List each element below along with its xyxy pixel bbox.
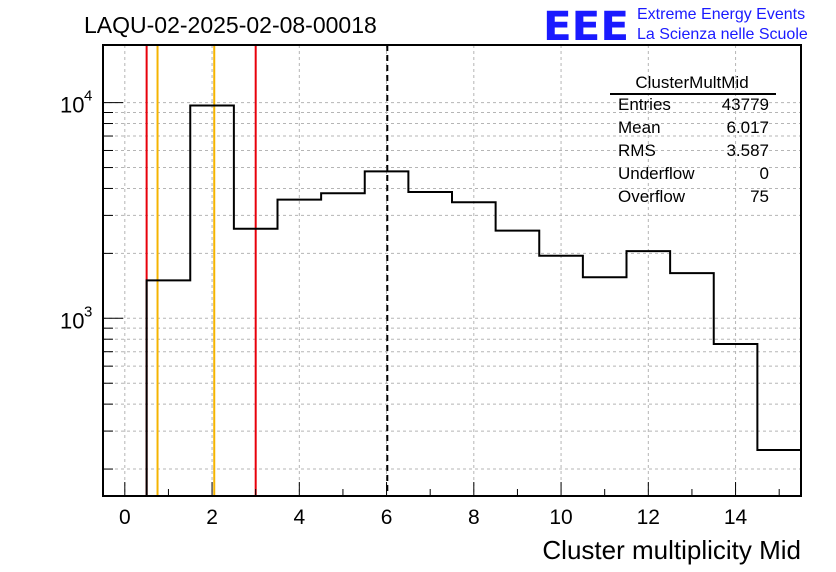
stats-label: Overflow (618, 187, 686, 206)
histogram-outline (145, 104, 801, 496)
x-tick-label: 4 (293, 506, 305, 529)
histogram-bin (321, 193, 365, 496)
plot-frame (102, 44, 802, 497)
logo-mark: EEE (543, 4, 629, 50)
stats-value: 43779 (722, 95, 769, 114)
y-tick-label-exponent: 3 (84, 303, 92, 320)
y-tick-label: 10 3 (60, 303, 92, 333)
stats-label: Mean (618, 118, 661, 137)
axis-ticks (103, 102, 780, 496)
grid-lines (103, 45, 801, 496)
y-tick-label-exponent: 4 (84, 88, 92, 105)
logo-line1: Extreme Energy Events (637, 6, 805, 23)
eee-logo: EEE Extreme Energy Events La Scienza nel… (543, 4, 808, 50)
stats-box: ClusterMultMid Entries 43779 Mean 6.017 RMS 3… (610, 73, 776, 206)
x-axis-label: Cluster multiplicity Mid (542, 535, 801, 565)
chart-title: LAQU-02-2025-02-08-00018 (84, 12, 377, 38)
y-tick-label-base: 10 (60, 308, 84, 333)
stats-value: 3.587 (726, 141, 769, 160)
logo-line2: La Scienza nelle Scuole (637, 26, 808, 43)
stats-value: 0 (760, 164, 769, 183)
y-tick-label-base: 10 (60, 93, 84, 118)
histogram-bin (670, 273, 714, 496)
histogram-bin (408, 192, 452, 496)
x-tick-label: 8 (468, 506, 480, 529)
x-tick-labels: 0 2 4 6 8 10 12 14 (119, 506, 748, 529)
x-tick-label: 2 (206, 506, 218, 529)
stats-value: 6.017 (726, 118, 769, 137)
x-tick-label: 10 (549, 506, 572, 529)
x-tick-label: 0 (119, 506, 131, 529)
y-tick-label: 10 4 (60, 88, 92, 118)
stats-title: ClusterMultMid (635, 73, 748, 92)
x-tick-label: 6 (381, 506, 393, 529)
stats-label: Underflow (618, 164, 695, 183)
histogram-bin (452, 202, 496, 496)
x-tick-label: 12 (637, 506, 660, 529)
x-tick-label: 14 (724, 506, 748, 529)
histogram-bin (583, 277, 627, 496)
histogram-bin (496, 231, 540, 496)
stats-value: 75 (750, 187, 769, 206)
histogram-bin (147, 280, 191, 496)
stats-label: Entries (618, 95, 671, 114)
stats-label: RMS (618, 141, 656, 160)
